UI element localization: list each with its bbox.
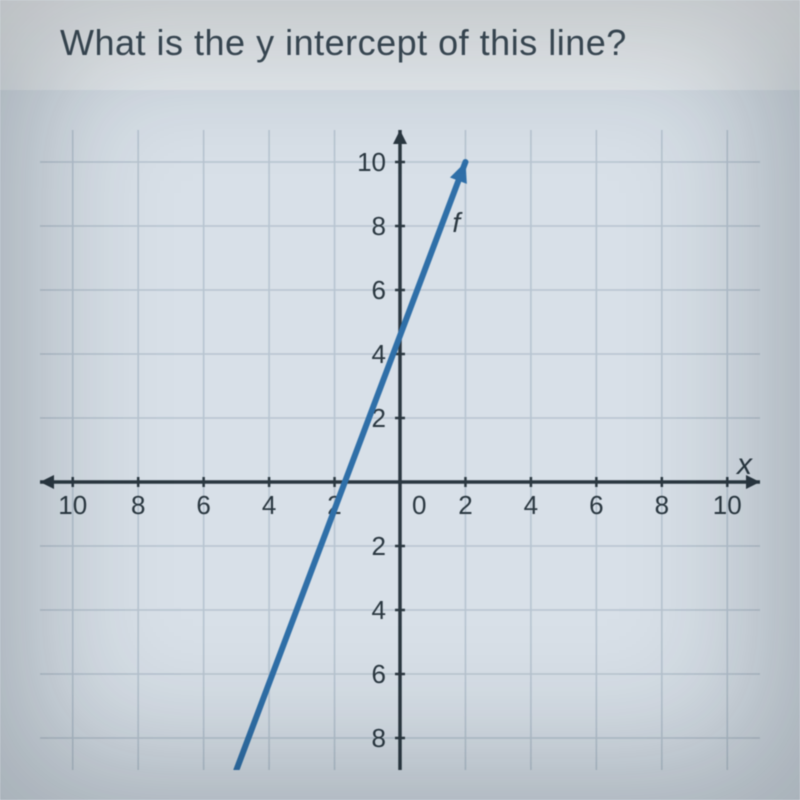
svg-text:4: 4 xyxy=(262,490,276,520)
question-text: What is the y intercept of this line? xyxy=(0,0,800,90)
svg-text:2: 2 xyxy=(458,490,472,520)
svg-text:8: 8 xyxy=(372,211,386,241)
svg-text:4: 4 xyxy=(372,595,386,625)
svg-text:6: 6 xyxy=(372,275,386,305)
svg-text:10: 10 xyxy=(713,490,742,520)
svg-text:2: 2 xyxy=(372,531,386,561)
svg-text:10: 10 xyxy=(357,147,386,177)
svg-text:4: 4 xyxy=(372,339,386,369)
svg-text:6: 6 xyxy=(589,490,603,520)
svg-text:6: 6 xyxy=(372,659,386,689)
svg-text:x: x xyxy=(735,448,753,481)
svg-text:8: 8 xyxy=(655,490,669,520)
svg-text:8: 8 xyxy=(372,723,386,753)
svg-text:0: 0 xyxy=(412,490,426,520)
coordinate-chart: 10864202468108642246810yxf xyxy=(40,130,760,770)
svg-text:6: 6 xyxy=(196,490,210,520)
svg-text:8: 8 xyxy=(131,490,145,520)
svg-text:4: 4 xyxy=(524,490,538,520)
chart-svg: 10864202468108642246810yxf xyxy=(40,130,760,770)
svg-text:f: f xyxy=(452,207,463,238)
question-text-content: What is the y intercept of this line? xyxy=(60,22,627,63)
svg-text:10: 10 xyxy=(58,490,87,520)
